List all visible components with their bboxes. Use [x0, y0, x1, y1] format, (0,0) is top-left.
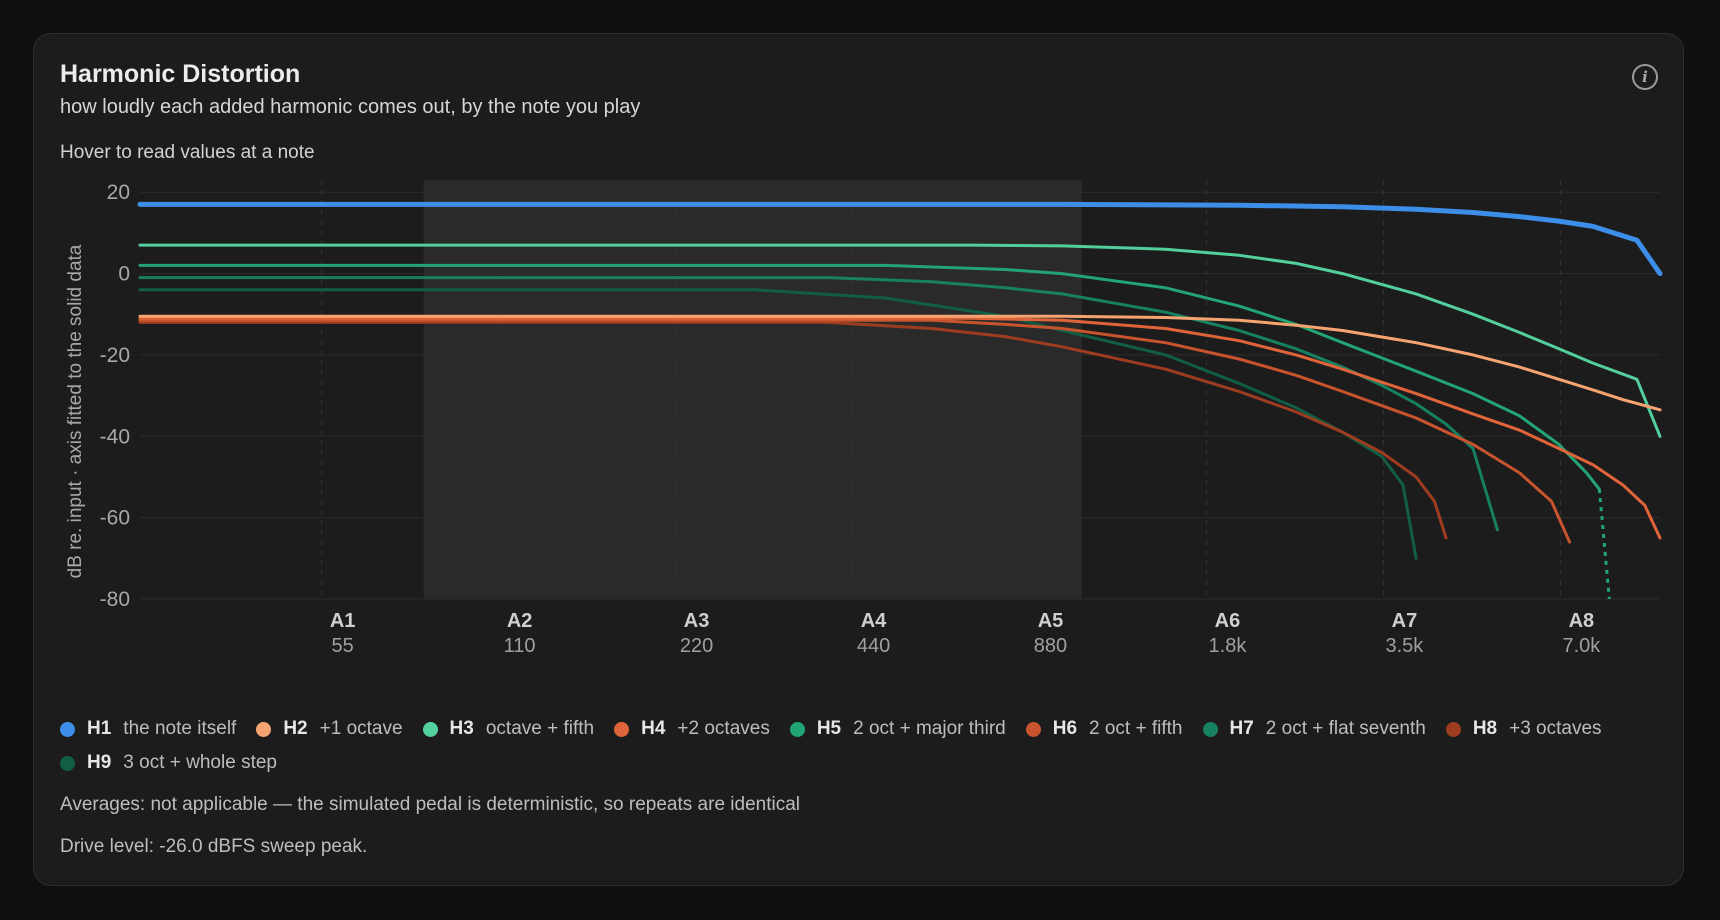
averages-note: Averages: not applicable — the simulated…: [60, 794, 800, 815]
x-tick-note: A7: [1392, 610, 1418, 632]
legend-swatch: [256, 721, 272, 737]
legend-swatch: [1445, 721, 1461, 737]
legend-item-h1[interactable]: H1 the note itself: [60, 716, 236, 742]
y-tick-label: 0: [118, 263, 130, 286]
legend-series-name: H2: [283, 718, 308, 739]
y-axis-label: dB re. input · axis fitted to the solid …: [65, 244, 86, 578]
legend-series-desc: the note itself: [123, 718, 237, 739]
legend-item-h7[interactable]: H7 2 oct + flat seventh: [1202, 716, 1426, 742]
legend-swatch: [1025, 721, 1041, 737]
series-line-h2: [138, 314, 1662, 412]
chart-title: Harmonic Distortion: [60, 60, 301, 88]
legend-series-desc: octave + fifth: [485, 718, 595, 739]
x-tick-freq: 880: [1034, 635, 1067, 657]
x-tick-note: A6: [1215, 610, 1241, 632]
chart-subtitle: how loudly each added harmonic comes out…: [60, 96, 641, 118]
legend-series-desc: +1 octave: [319, 718, 403, 739]
drive-level-note: Drive level: -26.0 dBFS sweep peak.: [60, 836, 368, 857]
legend-item-h8[interactable]: H8 +3 octaves: [1445, 716, 1602, 742]
x-tick-note: A2: [507, 610, 533, 632]
x-tick-freq: 110: [504, 635, 536, 657]
legend-swatch: [60, 755, 75, 771]
x-tick-freq: 55: [332, 635, 354, 657]
legend-series-desc: +2 octaves: [677, 718, 770, 739]
series-line-h5: [138, 263, 1601, 491]
legend-series-name: H9: [87, 752, 112, 773]
legend-series-desc: 2 oct + flat seventh: [1265, 718, 1426, 739]
x-tick-note: A8: [1569, 610, 1595, 632]
x-tick-freq: 440: [857, 635, 890, 657]
legend-series-name: H8: [1472, 718, 1498, 739]
y-tick-label: -40: [100, 425, 130, 448]
legend-item-h5[interactable]: H5 2 oct + major third: [789, 716, 1006, 742]
series-line-h3: [138, 243, 1662, 438]
legend-series-name: H5: [816, 718, 842, 739]
x-tick-note: A1: [330, 610, 356, 632]
series-line-h8: [138, 320, 1448, 540]
legend-series-desc: 3 oct + whole step: [123, 752, 277, 773]
legend-series-name: H1: [87, 718, 112, 739]
x-tick-note: A3: [684, 610, 710, 632]
legend-item-h2[interactable]: H2 +1 octave: [256, 716, 403, 742]
legend-item-h6[interactable]: H6 2 oct + fifth: [1025, 716, 1183, 742]
legend-series-desc: 2 oct + fifth: [1089, 718, 1183, 739]
hover-hint: Hover to read values at a note: [60, 142, 315, 163]
legend-swatch: [60, 721, 75, 737]
x-tick-freq: 220: [680, 635, 713, 657]
y-tick-label: -20: [100, 344, 130, 367]
legend-item-h4[interactable]: H4 +2 octaves: [614, 716, 770, 742]
x-tick-note: A4: [861, 610, 887, 632]
legend-swatch: [1202, 721, 1218, 737]
legend-series-name: H7: [1229, 718, 1254, 739]
y-tick-label: -60: [100, 507, 130, 530]
legend-item-h3[interactable]: H3 octave + fifth: [422, 716, 595, 742]
legend-series-name: H6: [1052, 718, 1078, 739]
legend-item-h9[interactable]: H9 3 oct + whole step: [60, 750, 277, 776]
series-line-h1: [137, 201, 1663, 277]
info-icon[interactable]: i: [1632, 64, 1658, 90]
y-tick-label: -80: [100, 588, 130, 611]
legend-swatch: [614, 721, 630, 737]
legend-series-name: H4: [641, 718, 666, 739]
highlight-band: [423, 180, 1082, 599]
legend-series-desc: 2 oct + major third: [853, 718, 1006, 739]
series-tail-h5: [1597, 489, 1611, 600]
series-line-h7: [138, 276, 1499, 532]
series-line-h4: [138, 316, 1662, 540]
x-tick-note: A5: [1038, 610, 1064, 632]
legend-swatch: [789, 721, 805, 737]
x-tick-freq: 1.8k: [1209, 635, 1248, 657]
x-tick-freq: 3.5k: [1386, 635, 1425, 657]
legend-series-desc: +3 octaves: [1509, 718, 1602, 739]
y-tick-label: 20: [107, 181, 130, 204]
legend-swatch: [422, 721, 438, 737]
legend-series-name: H3: [449, 718, 474, 739]
chart-legend: H1 the note itself H2 +1 octave H3 octave + f…: [60, 716, 1660, 784]
series-line-h6: [138, 318, 1572, 544]
series-line-h9: [138, 288, 1418, 560]
x-tick-freq: 7.0k: [1562, 635, 1601, 657]
